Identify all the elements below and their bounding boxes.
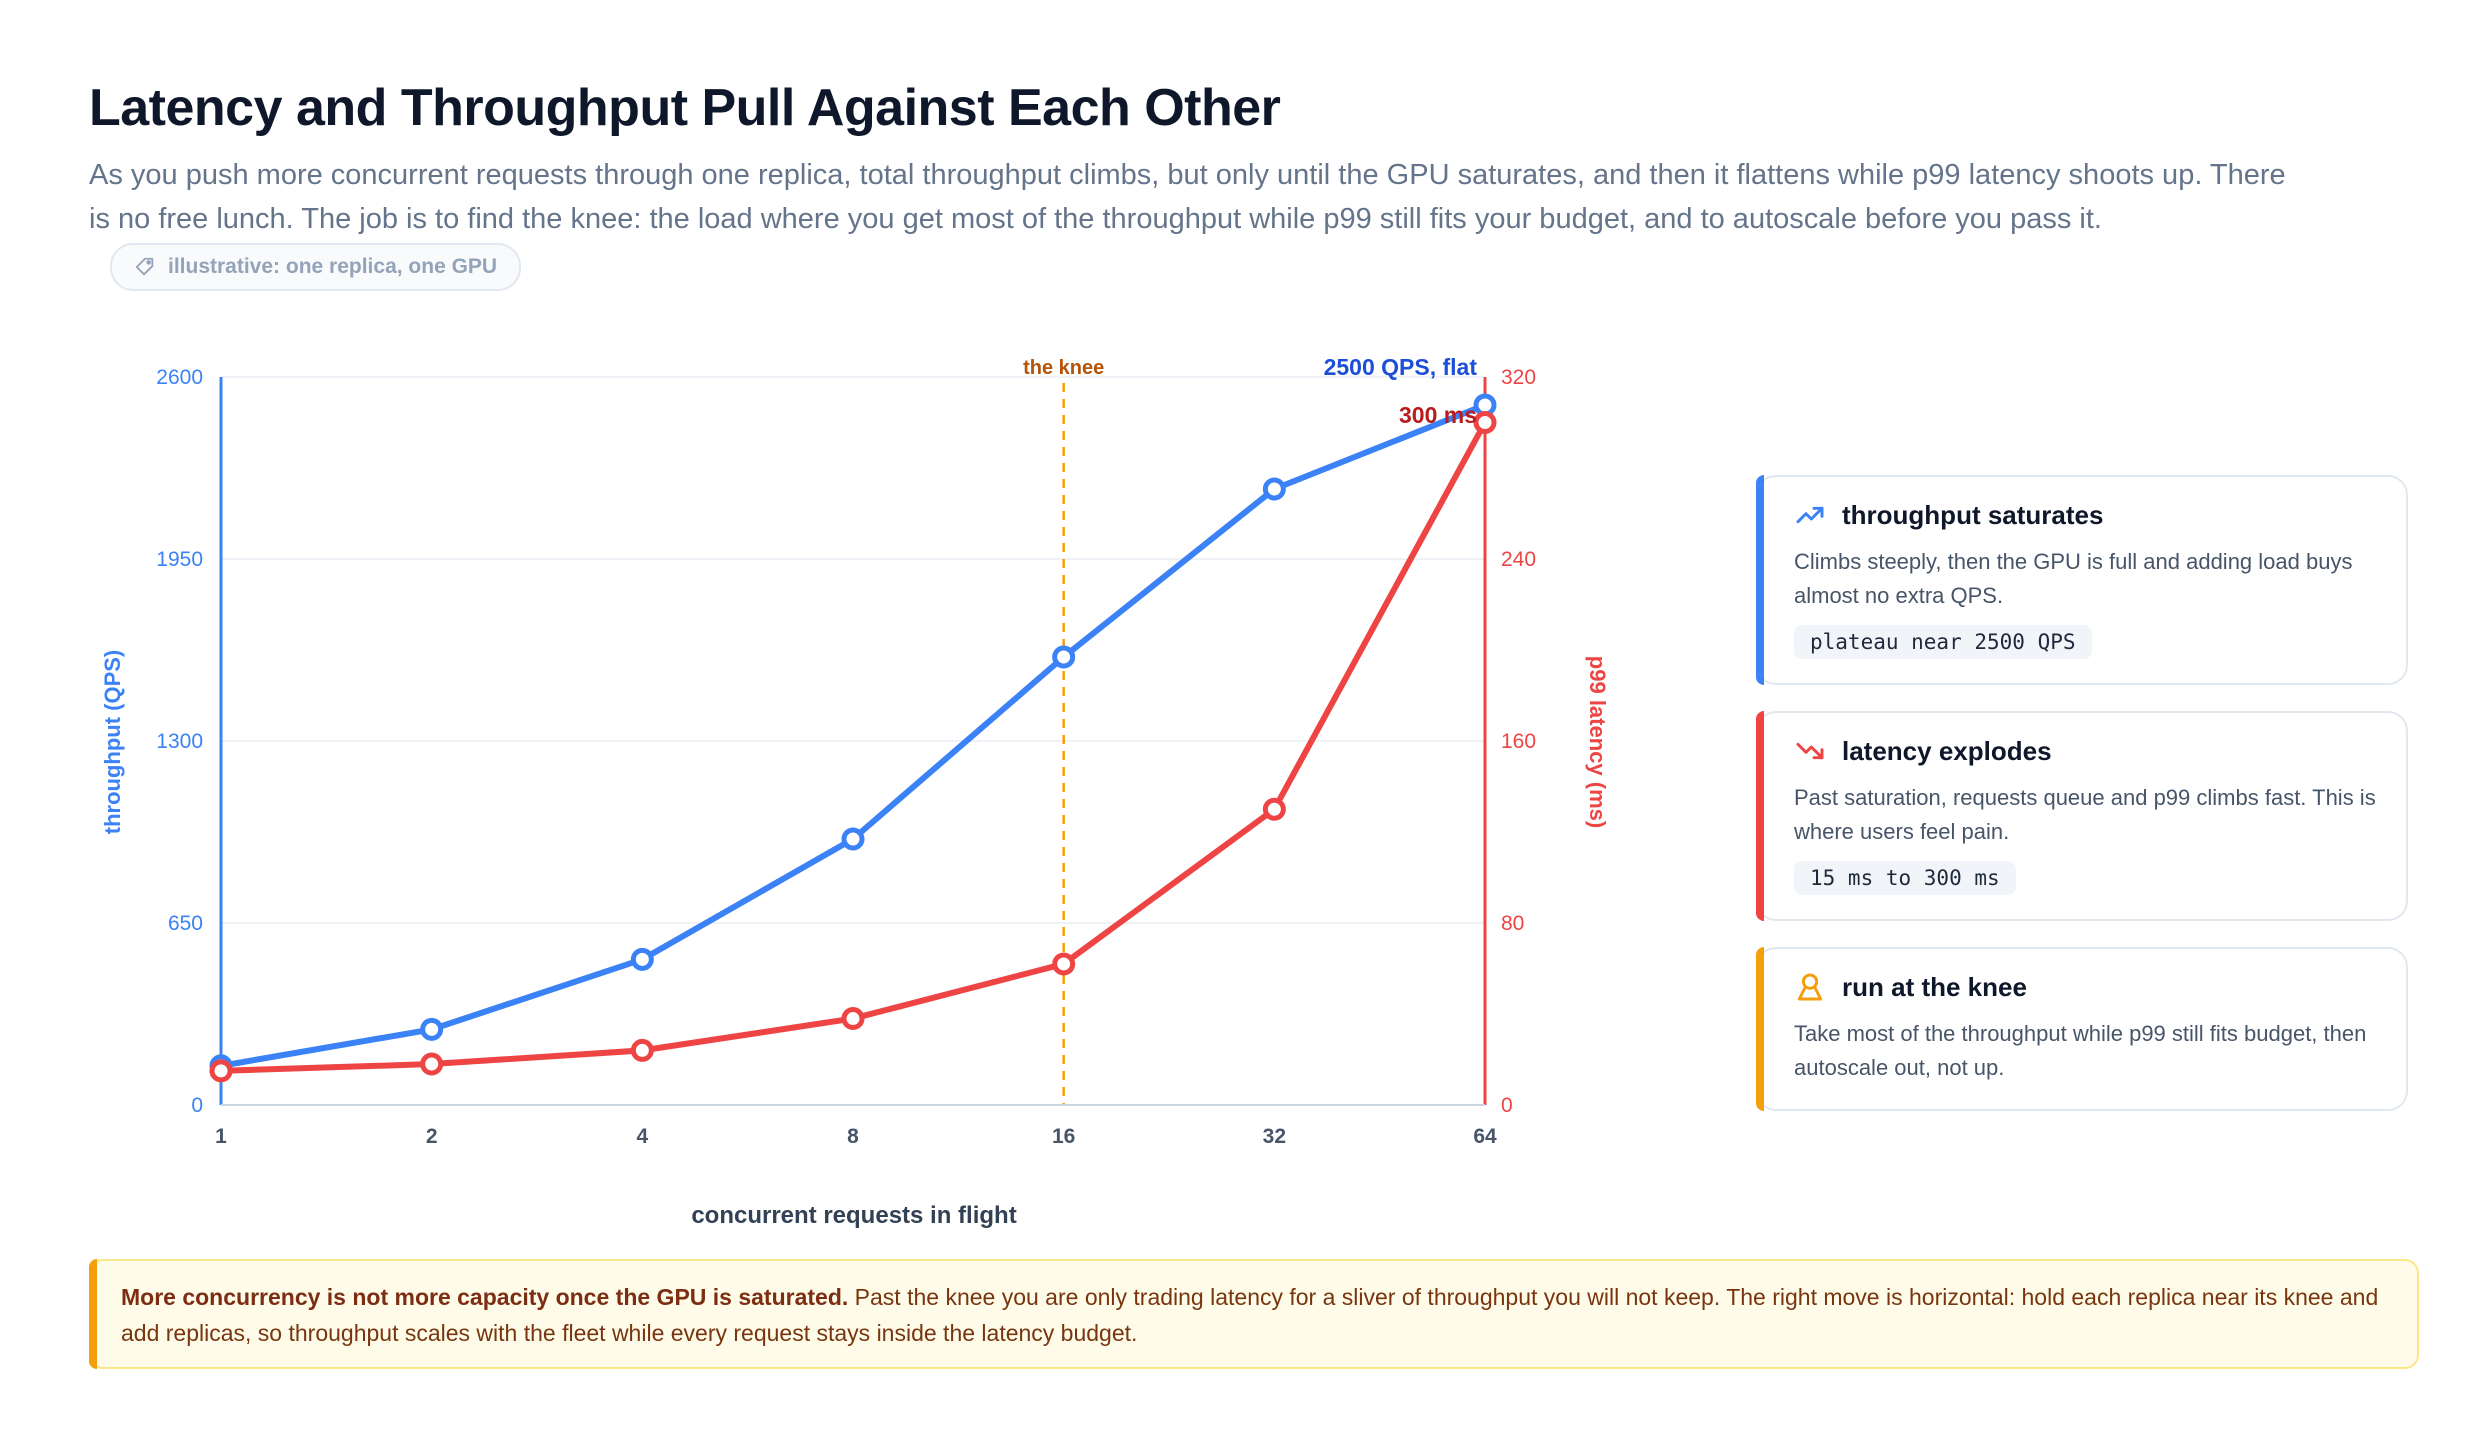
throughput-end-annotation: 2500 QPS, flat [1324,354,1478,380]
x-tick-label: 32 [1263,1125,1286,1148]
right-tick-label: 320 [1501,366,1536,389]
card-pill: 15 ms to 300 ms [1794,861,2016,895]
right-axis-label: p99 latency (ms) [1585,656,1610,828]
data-point [420,1052,444,1076]
x-tick-label: 8 [847,1125,859,1148]
right-axis-ticks: 0 80 160 240 320 [1501,366,1536,1117]
trending-down-icon [1796,742,1824,760]
data-point [1262,477,1286,501]
tag-icon [135,257,154,276]
data-point [1052,952,1076,976]
x-tick-label: 64 [1473,1125,1497,1148]
card-throughput: throughput saturates Climbs steeply, the… [1756,475,2408,685]
card-accent-bar [1756,947,1764,1111]
x-axis-ticks: 1 2 4 8 16 32 64 [215,1125,1497,1148]
card-accent-bar [1756,711,1764,921]
x-tick-label: 4 [636,1125,648,1148]
data-point [1473,411,1497,434]
data-point [420,1017,444,1041]
card-knee: run at the knee Take most of the through… [1756,947,2408,1111]
card-title: run at the knee [1842,971,2027,1002]
left-tick-label: 650 [168,912,203,935]
series-line [218,402,1488,1069]
left-axis-ticks: 0 650 1300 1950 2600 [156,366,203,1117]
left-tick-label: 1300 [156,730,203,753]
x-tick-label: 16 [1052,1125,1075,1148]
award-icon [1797,973,1823,1001]
card-latency: latency explodes Past saturation, reques… [1756,711,2408,921]
data-point [1052,645,1076,669]
x-tick-label: 1 [215,1125,227,1148]
series-latency [209,411,1497,1083]
card-title: throughput saturates [1842,499,2104,530]
left-axis-label: throughput (QPS) [100,650,125,835]
card-text: Take most of the throughput while p99 st… [1794,1021,2367,1080]
trending-up-icon [1796,506,1824,524]
data-point [841,1007,865,1031]
page-title: Latency and Throughput Pull Against Each… [89,79,1281,137]
data-point [1262,797,1286,821]
data-point [630,947,654,971]
latency-end-annotation: 300 ms [1399,402,1477,428]
data-point [841,827,865,851]
card-text: Climbs steeply, then the GPU is full and… [1794,549,2353,608]
x-tick-label: 2 [426,1125,438,1148]
chart-grid [221,376,1485,1106]
right-tick-label: 0 [1501,1094,1513,1117]
left-tick-label: 2600 [156,366,203,389]
left-tick-label: 0 [191,1094,203,1117]
x-axis-label: concurrent requests in flight [691,1202,1016,1229]
conclusion-callout: More concurrency is not more capacity on… [89,1259,2419,1369]
left-tick-label: 1950 [156,548,203,571]
callout-text: Past the knee you are only trading laten… [121,1284,2379,1346]
illustrative-tag: illustrative: one replica, one GPU [110,243,522,291]
callout-accent-bar [89,1259,97,1369]
tag-label: illustrative: one replica, one GPU [168,255,498,278]
right-tick-label: 240 [1501,548,1536,571]
right-tick-label: 160 [1501,730,1536,753]
chart-series [209,393,1497,1083]
card-accent-bar [1756,475,1764,685]
series-throughput [209,393,1497,1078]
page-subtitle: As you push more concurrent requests thr… [89,159,2286,235]
data-point [630,1038,654,1062]
latency-throughput-chart: the knee 0 650 1300 1950 2600 0 80 160 240 320 1… [100,354,1610,1229]
series-line [218,419,1488,1074]
card-title: latency explodes [1842,735,2052,766]
callout-strong: More concurrency is not more capacity on… [121,1284,849,1310]
data-point [209,1059,233,1083]
card-pill: plateau near 2500 QPS [1794,625,2092,659]
knee-label: the knee [1023,357,1104,379]
right-tick-label: 80 [1501,912,1524,935]
insight-cards: throughput saturates Climbs steeply, the… [1756,475,2408,1137]
card-text: Past saturation, requests queue and p99 … [1794,785,2376,844]
